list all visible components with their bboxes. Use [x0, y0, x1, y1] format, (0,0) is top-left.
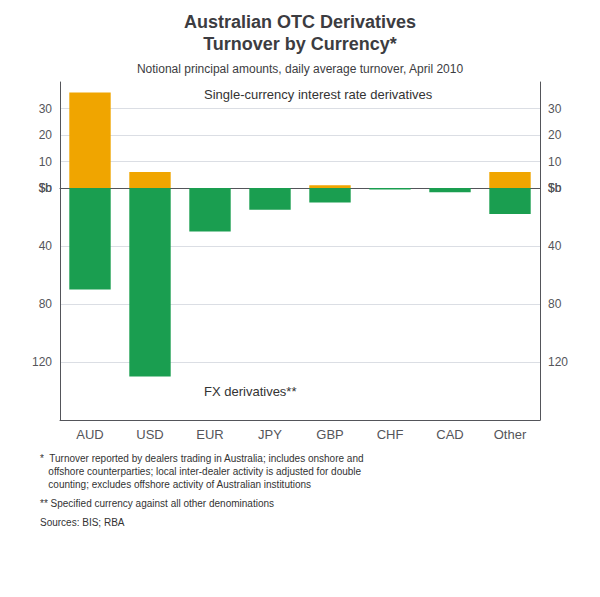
- svg-text:20: 20: [39, 128, 53, 142]
- svg-text:Turnover by Currency*: Turnover by Currency*: [203, 34, 397, 54]
- svg-text:* Turnover reported by dealer: * Turnover reported by dealers trading i…: [40, 453, 364, 464]
- svg-text:Notional principal amounts, da: Notional principal amounts, daily averag…: [137, 62, 464, 76]
- svg-text:FX derivatives**: FX derivatives**: [204, 384, 296, 399]
- svg-text:Single-currency interest rate: Single-currency interest rate derivative…: [204, 87, 433, 102]
- svg-text:JPY: JPY: [258, 427, 282, 442]
- svg-text:40: 40: [39, 239, 53, 253]
- svg-text:10: 10: [39, 155, 53, 169]
- svg-text:Other: Other: [494, 427, 527, 442]
- svg-text:USD: USD: [136, 427, 163, 442]
- svg-text:10: 10: [548, 155, 562, 169]
- svg-text:CHF: CHF: [377, 427, 404, 442]
- svg-text:Australian OTC Derivatives: Australian OTC Derivatives: [184, 12, 416, 32]
- svg-text:30: 30: [548, 102, 562, 116]
- svg-text:120: 120: [548, 355, 568, 369]
- svg-text:80: 80: [39, 297, 53, 311]
- svg-text:GBP: GBP: [316, 427, 343, 442]
- svg-text:** Specified currency against: ** Specified currency against all other …: [40, 498, 274, 509]
- svg-text:$b: $b: [548, 181, 562, 195]
- svg-text:$b: $b: [39, 181, 53, 195]
- svg-text:CAD: CAD: [436, 427, 463, 442]
- svg-text:40: 40: [548, 239, 562, 253]
- svg-text:EUR: EUR: [196, 427, 223, 442]
- svg-text:20: 20: [548, 128, 562, 142]
- svg-text:30: 30: [39, 102, 53, 116]
- svg-text:80: 80: [548, 297, 562, 311]
- svg-text:offshore counterparties; local: offshore counterparties; local inter-dea…: [40, 466, 362, 477]
- svg-text:Sources: BIS; RBA: Sources: BIS; RBA: [40, 517, 125, 528]
- svg-text:120: 120: [32, 355, 52, 369]
- svg-text:$b: $b: [39, 181, 53, 195]
- svg-text:AUD: AUD: [76, 427, 103, 442]
- svg-text:$b: $b: [548, 181, 562, 195]
- svg-text:counting; excludes offshore ac: counting; excludes offshore activity of …: [40, 479, 311, 490]
